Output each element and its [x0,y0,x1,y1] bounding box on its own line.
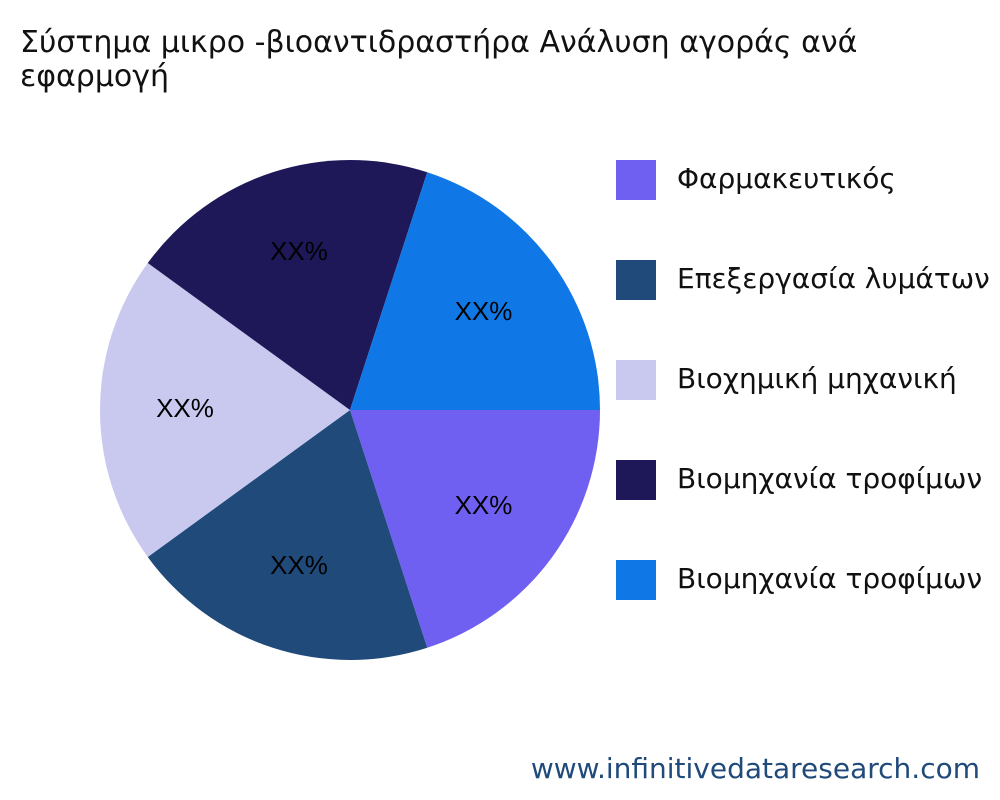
pie-slice [147,410,428,660]
pie-slice [350,172,600,410]
pie-slice [100,263,350,557]
legend-label: Βιοχημική μηχανική [677,362,957,395]
legend-swatch [616,260,656,300]
legend-label: Βιομηχανία τροφίμων [677,562,982,595]
data-label: XX% [455,490,513,520]
legend-label: Βιομηχανία τροφίμων [677,462,982,495]
legend-swatch [616,360,656,400]
data-label: XX% [270,550,328,580]
data-label: XX% [156,393,214,423]
legend-swatch [616,460,656,500]
chart-title: Σύστημα μικρο -βιοαντιδραστήρα Ανάλυση α… [20,25,858,94]
legend-label: Επεξεργασία λυμάτων [677,262,990,295]
legend-label: Φαρμακευτικός [677,162,896,195]
pie-slice [147,160,428,410]
source: www.infinitivedataresearch.com [531,752,980,785]
pie-slice [350,410,600,648]
legend-swatch [616,560,656,600]
data-label: XX% [455,296,513,326]
legend-swatch [616,160,656,200]
data-label: XX% [270,236,328,266]
